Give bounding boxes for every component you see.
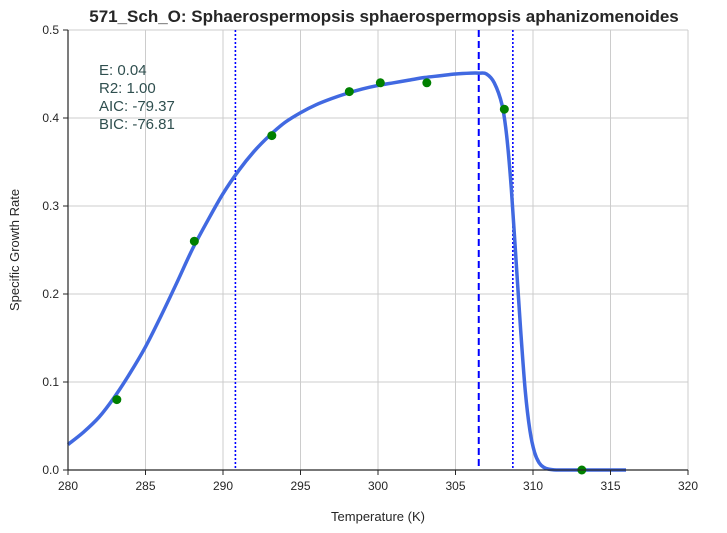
y-tick-label: 0.3 bbox=[42, 199, 59, 213]
stat-line: E: 0.04 bbox=[99, 62, 147, 79]
x-tick-label: 295 bbox=[290, 479, 310, 493]
reference-lines bbox=[234, 30, 514, 470]
y-tick-label: 0.1 bbox=[42, 375, 59, 389]
y-tick-label: 0.5 bbox=[42, 23, 59, 37]
data-point bbox=[499, 104, 509, 114]
x-tick-label: 310 bbox=[523, 479, 543, 493]
stat-line: AIC: -79.37 bbox=[99, 98, 175, 115]
x-axis-label: Temperature (K) bbox=[331, 509, 425, 524]
observed-points bbox=[112, 78, 587, 475]
y-tick-label: 0.0 bbox=[42, 463, 59, 477]
x-tick-label: 300 bbox=[368, 479, 388, 493]
data-point bbox=[189, 236, 199, 246]
data-point bbox=[422, 78, 432, 88]
fitted-curve bbox=[66, 71, 626, 472]
y-tick-label: 0.4 bbox=[42, 111, 59, 125]
stat-line: BIC: -76.81 bbox=[99, 116, 175, 133]
data-point bbox=[344, 87, 354, 97]
fitted-curve-group bbox=[66, 71, 626, 472]
x-tick-label: 320 bbox=[678, 479, 698, 493]
x-tick-label: 280 bbox=[58, 479, 78, 493]
x-tick-label: 285 bbox=[135, 479, 155, 493]
stat-line: R2: 1.00 bbox=[99, 80, 156, 97]
x-tick-label: 315 bbox=[600, 479, 620, 493]
y-axis-label: Specific Growth Rate bbox=[7, 189, 22, 311]
data-point bbox=[375, 78, 385, 88]
data-point bbox=[267, 131, 277, 141]
tick-labels: 280 285 290 295 300 305 310 315 320 0.0 0.1 0.2 0.3 0… bbox=[42, 23, 698, 493]
x-tick-label: 305 bbox=[445, 479, 465, 493]
y-tick-label: 0.2 bbox=[42, 287, 59, 301]
grid bbox=[67, 29, 689, 471]
x-tick-label: 290 bbox=[213, 479, 233, 493]
data-point bbox=[112, 395, 122, 405]
chart-title: 571_Sch_O: Sphaerospermopsis sphaerosper… bbox=[89, 7, 679, 26]
